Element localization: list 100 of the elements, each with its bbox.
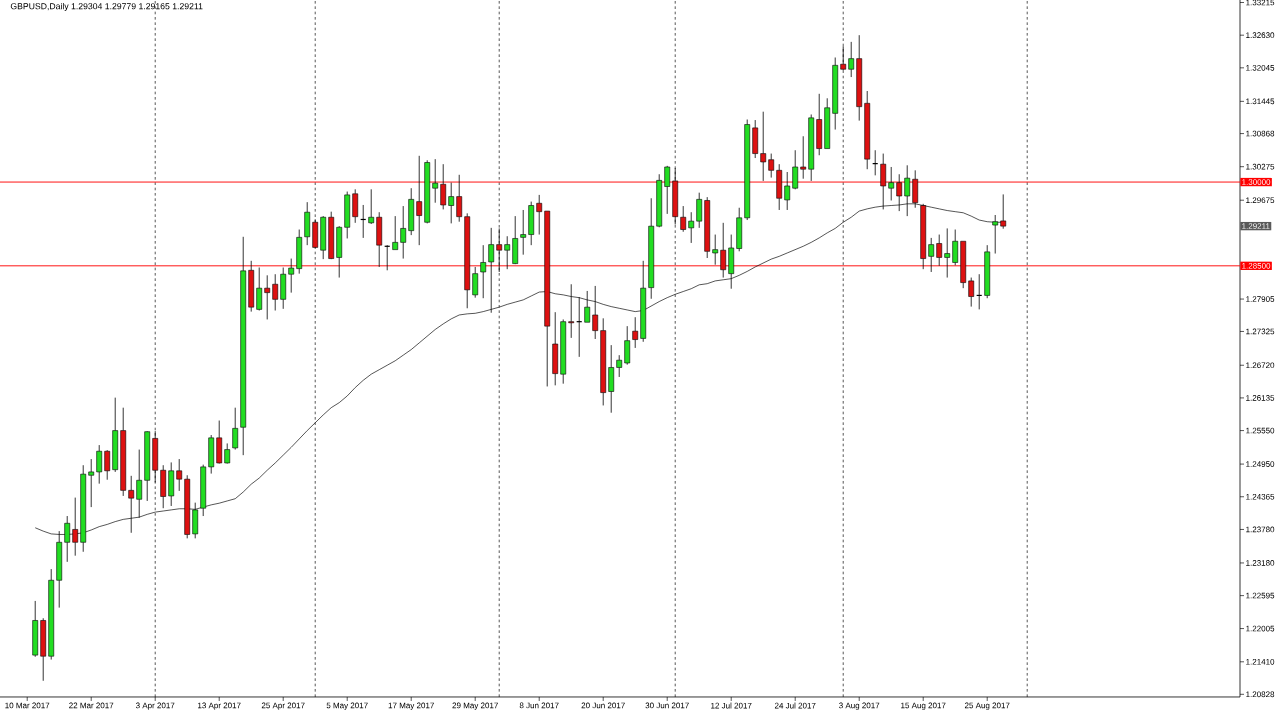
y-tick-label: 1.24950 bbox=[1246, 461, 1275, 467]
y-tick-label: 1.32630 bbox=[1246, 32, 1275, 39]
candlestick bbox=[680, 205, 687, 233]
candlestick bbox=[744, 119, 751, 221]
candlestick bbox=[784, 171, 791, 211]
candlestick bbox=[960, 240, 967, 289]
candlestick bbox=[392, 215, 399, 250]
candlestick bbox=[848, 41, 855, 78]
candlestick bbox=[632, 316, 639, 349]
candlestick bbox=[280, 267, 287, 310]
candlestick bbox=[640, 260, 647, 343]
candlestick bbox=[304, 201, 311, 246]
candlestick bbox=[248, 260, 255, 313]
y-tick-label: 1.23180 bbox=[1246, 560, 1275, 566]
y-tick-label: 1.27325 bbox=[1246, 328, 1275, 335]
candlestick bbox=[432, 158, 439, 204]
y-tick-label: 1.30275 bbox=[1246, 163, 1275, 170]
candlestick bbox=[296, 229, 303, 275]
candlestick bbox=[472, 266, 479, 299]
candlestick bbox=[168, 462, 175, 507]
x-tick-label: 5 May 2017 bbox=[326, 702, 368, 710]
y-tick-label: 1.29675 bbox=[1246, 197, 1275, 204]
candlestick bbox=[456, 174, 463, 223]
y-tick-label: 1.27905 bbox=[1246, 296, 1275, 302]
candlestick bbox=[552, 311, 559, 386]
candlestick bbox=[440, 163, 447, 210]
candlestick bbox=[528, 201, 535, 246]
candlestick bbox=[824, 97, 831, 149]
candlestick bbox=[856, 34, 863, 122]
candlestick bbox=[272, 273, 279, 311]
x-tick-label: 10 Mar 2017 bbox=[5, 702, 50, 709]
candlestick bbox=[136, 449, 143, 519]
x-tick-label: 25 Apr 2017 bbox=[261, 702, 305, 710]
candlestick bbox=[544, 210, 551, 387]
candlestick bbox=[88, 458, 95, 508]
candlestick bbox=[776, 163, 783, 211]
x-tick-label: 8 Jun 2017 bbox=[519, 702, 559, 709]
y-tick-label: 1.26135 bbox=[1246, 395, 1275, 401]
x-tick-label: 22 Mar 2017 bbox=[69, 702, 114, 709]
candlestick bbox=[264, 274, 271, 320]
candlestick bbox=[448, 182, 455, 224]
ref-line-label: 1.30000 bbox=[1242, 179, 1271, 185]
x-tick-label: 12 Jul 2017 bbox=[711, 702, 752, 709]
candlestick bbox=[736, 207, 743, 252]
candlestick bbox=[664, 166, 671, 215]
x-tick-label: 3 Apr 2017 bbox=[135, 702, 175, 710]
x-tick-label: 29 May 2017 bbox=[452, 702, 498, 710]
candlestick bbox=[104, 450, 111, 481]
candlestick bbox=[696, 192, 703, 229]
candlestick bbox=[144, 431, 151, 502]
y-tick-label: 1.25550 bbox=[1246, 427, 1275, 434]
candlestick bbox=[520, 209, 527, 256]
candlestick bbox=[376, 211, 383, 268]
candlestick bbox=[648, 197, 655, 300]
candlestick bbox=[624, 325, 631, 366]
candlestick bbox=[616, 354, 623, 378]
y-tick-label: 1.32045 bbox=[1246, 65, 1275, 71]
candlestick bbox=[40, 617, 47, 682]
candlestick bbox=[336, 226, 343, 278]
x-tick-label: 20 Jun 2017 bbox=[581, 702, 625, 709]
candlestick bbox=[584, 290, 591, 323]
candlestick bbox=[656, 173, 663, 227]
x-tick-label: 30 Jun 2017 bbox=[645, 702, 689, 709]
candlestick bbox=[888, 166, 895, 201]
candlestick bbox=[608, 344, 615, 414]
candlestick bbox=[288, 258, 295, 294]
y-tick-label: 1.22595 bbox=[1246, 592, 1275, 599]
candlestick bbox=[712, 234, 719, 266]
candlestick bbox=[768, 153, 775, 178]
candlestick bbox=[232, 407, 239, 450]
candlestick bbox=[792, 149, 799, 189]
x-tick-label: 25 Aug 2017 bbox=[964, 702, 1010, 710]
candlestick bbox=[488, 227, 495, 314]
candlestick bbox=[112, 397, 119, 473]
candlestick bbox=[600, 317, 607, 406]
candlestick bbox=[592, 285, 599, 340]
candlestick bbox=[536, 194, 543, 235]
candlestick bbox=[928, 237, 935, 273]
candlestick bbox=[720, 222, 727, 278]
candlestick bbox=[800, 135, 807, 180]
x-tick-label: 3 Aug 2017 bbox=[839, 702, 880, 710]
candlestick bbox=[560, 319, 567, 385]
ref-line-label: 1.28500 bbox=[1242, 263, 1271, 269]
x-tick-label: 13 Apr 2017 bbox=[198, 702, 241, 710]
candlestick bbox=[240, 236, 247, 456]
candlestick bbox=[984, 244, 991, 299]
y-tick-label: 1.26720 bbox=[1246, 362, 1275, 369]
candlestick bbox=[176, 458, 183, 492]
text: 1.29211 bbox=[1242, 223, 1270, 229]
candlestick bbox=[480, 244, 487, 299]
candlestick bbox=[424, 159, 431, 223]
candlestick bbox=[208, 434, 215, 474]
candlestick bbox=[816, 93, 823, 156]
candlestick bbox=[408, 187, 415, 236]
y-tick-label: 1.30868 bbox=[1246, 130, 1275, 137]
candlestick bbox=[416, 155, 423, 246]
candlestick bbox=[568, 283, 575, 339]
candlestick bbox=[320, 216, 327, 260]
candlestick bbox=[728, 234, 735, 290]
candlestick bbox=[400, 205, 407, 259]
